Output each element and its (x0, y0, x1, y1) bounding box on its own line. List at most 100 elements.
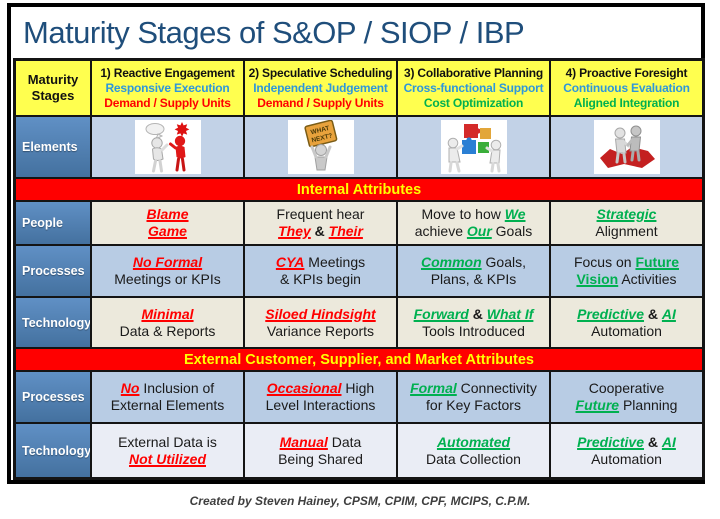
cell-text-segment: External Elements (110, 397, 225, 413)
cell-text-segment: Predictive (577, 433, 645, 450)
header-cell-stage-1: 1) Reactive Engagement Responsive Execut… (92, 61, 243, 115)
cell-line: Meetings or KPIs (114, 271, 221, 288)
credit-line: Created by Steven Hainey, CPSM, CPIM, CP… (189, 494, 531, 508)
cell-text-segment: Alignment (595, 223, 658, 239)
table-cell: CYA Meetings & KPIs begin (245, 246, 396, 296)
what-next-sign-icon: WHAT NEXT? (303, 120, 337, 171)
cell-line: Cooperative (589, 380, 665, 397)
cell-text-segment: High (341, 380, 375, 397)
cell-text-segment: for Key Factors (426, 397, 521, 413)
cell-text-segment: Plans, & KPIs (430, 271, 517, 287)
cell-text-segment: Planning (619, 397, 678, 413)
cell-line: Alignment (595, 223, 657, 240)
sign-text-line2: NEXT? (310, 132, 332, 144)
cell-line: Game (148, 223, 187, 240)
cell-text-segment: & (644, 433, 662, 450)
cell-text-segment: Our (466, 223, 492, 239)
stage-subtitle-2: Demand / Supply Units (257, 95, 384, 110)
cell-text-segment: Data Collection (426, 450, 521, 467)
table-cell: Occasional High Level Interactions (245, 372, 396, 422)
header-cell-stage-2: 2) Speculative Scheduling Independent Ju… (245, 61, 396, 115)
table-cell: Forward & What If Tools Introduced (398, 298, 549, 347)
row-label-elements: Elements (16, 117, 90, 177)
cell-line: Formal Connectivity (410, 380, 537, 397)
cell-line: No Inclusion of (121, 380, 214, 397)
cell-text-segment: Predictive (577, 305, 645, 322)
cell-text-segment: AI (661, 305, 676, 322)
row-label-people: People (16, 202, 90, 244)
cell-text-segment: Data (327, 433, 362, 450)
row-label-processes: Processes (16, 246, 90, 296)
cell-text-segment: Meetings (304, 254, 366, 271)
cell-text-segment: & (644, 305, 662, 322)
row-label-technology: Technology (16, 298, 90, 347)
table-cell: External Data is Not Utilized (92, 424, 243, 477)
cell-line: External Elements (111, 397, 225, 414)
cell-line: Strategic (597, 206, 657, 223)
table-cell: Manual Data Being Shared (245, 424, 396, 477)
table-cell: Minimal Data & Reports (92, 298, 243, 347)
handshake-map-image (593, 120, 660, 174)
cell-text-segment: Tools Introduced (422, 322, 525, 339)
cell-text-segment: Strategic (596, 206, 657, 223)
cell-line: Variance Reports (267, 323, 374, 340)
table-cell: Focus on Future Vision Activities (551, 246, 702, 296)
cell-text-segment: Move to how (421, 206, 505, 223)
table-cell: No Formal Meetings or KPIs (92, 246, 243, 296)
elements-cell-stage-4 (551, 117, 702, 177)
header-cell-stage-3: 3) Collaborative Planning Cross-function… (398, 61, 549, 115)
blame-game-image (134, 120, 201, 174)
cell-text-segment: Automation (591, 322, 662, 339)
table-cell: Formal Connectivity for Key Factors (398, 372, 549, 422)
cell-text-segment: Formal (410, 380, 457, 397)
cell-line: Predictive & AI (577, 434, 676, 451)
cell-text-segment: Goals (491, 223, 533, 239)
cell-text-segment: Level Interactions (265, 397, 376, 413)
cell-text-segment: They (278, 223, 311, 239)
external-attributes-band: External Customer, Supplier, and Market … (16, 349, 702, 370)
cell-text-segment: Focus on (573, 254, 636, 271)
stage-name: 3) Collaborative Planning (403, 65, 544, 80)
cell-text-segment: Vision (576, 271, 619, 287)
cell-line: Being Shared (278, 451, 363, 468)
cell-line: Frequent hear (277, 206, 365, 223)
stage-subtitle-2: Aligned Integration (573, 95, 680, 110)
cell-text-segment: Cooperative (588, 380, 665, 397)
cell-line: Common Goals, (421, 254, 526, 271)
cell-text-segment: Manual (279, 433, 328, 450)
table-cell: Strategic Alignment (551, 202, 702, 244)
cell-text-segment: Forward (413, 305, 469, 322)
cell-text-segment: Siloed Hindsight (265, 305, 376, 322)
cell-text-segment: Frequent hear (276, 206, 365, 223)
cell-text-segment: No (120, 380, 140, 397)
cell-text-segment: Goals, (481, 254, 527, 271)
cell-line: Not Utilized (129, 451, 206, 468)
cell-text-segment: External Data is (118, 433, 217, 450)
table-cell: Blame Game (92, 202, 243, 244)
header-cell-maturity-stages: Maturity Stages (16, 61, 90, 115)
cell-text-segment: Connectivity (456, 380, 537, 397)
cell-line: achieve Our Goals (415, 223, 533, 240)
elements-cell-stage-1 (92, 117, 243, 177)
stage-name: 1) Reactive Engagement (100, 65, 235, 80)
cell-text-segment: & (468, 305, 487, 322)
cell-line: Level Interactions (266, 397, 376, 414)
cell-line: Siloed Hindsight (265, 306, 375, 323)
maturity-table: Maturity Stages 1) Reactive Engagement R… (13, 58, 705, 480)
cell-text-segment: Not Utilized (129, 450, 206, 467)
cell-text-segment: Minimal (141, 305, 194, 322)
cell-line: Move to how We (421, 206, 525, 223)
cell-text-segment: No Formal (132, 254, 203, 271)
cell-line: Data Collection (426, 451, 521, 468)
elements-cell-stage-2: WHAT NEXT? (245, 117, 396, 177)
blame-conflict-figures-icon (145, 122, 189, 173)
slide-frame: Maturity Stages of S&OP / SIOP / IBP Mat… (7, 3, 705, 484)
cell-line: Predictive & AI (577, 306, 676, 323)
stage-subtitle-1: Cross-functional Support (403, 80, 544, 95)
cell-text-segment: Automated (436, 433, 511, 450)
cell-text-segment: Meetings or KPIs (114, 271, 221, 287)
cell-line: Occasional High (267, 380, 374, 397)
cell-line: Plans, & KPIs (431, 271, 517, 288)
cell-text-segment: We (504, 206, 526, 223)
stage-subtitle-1: Continuous Evaluation (563, 80, 690, 95)
